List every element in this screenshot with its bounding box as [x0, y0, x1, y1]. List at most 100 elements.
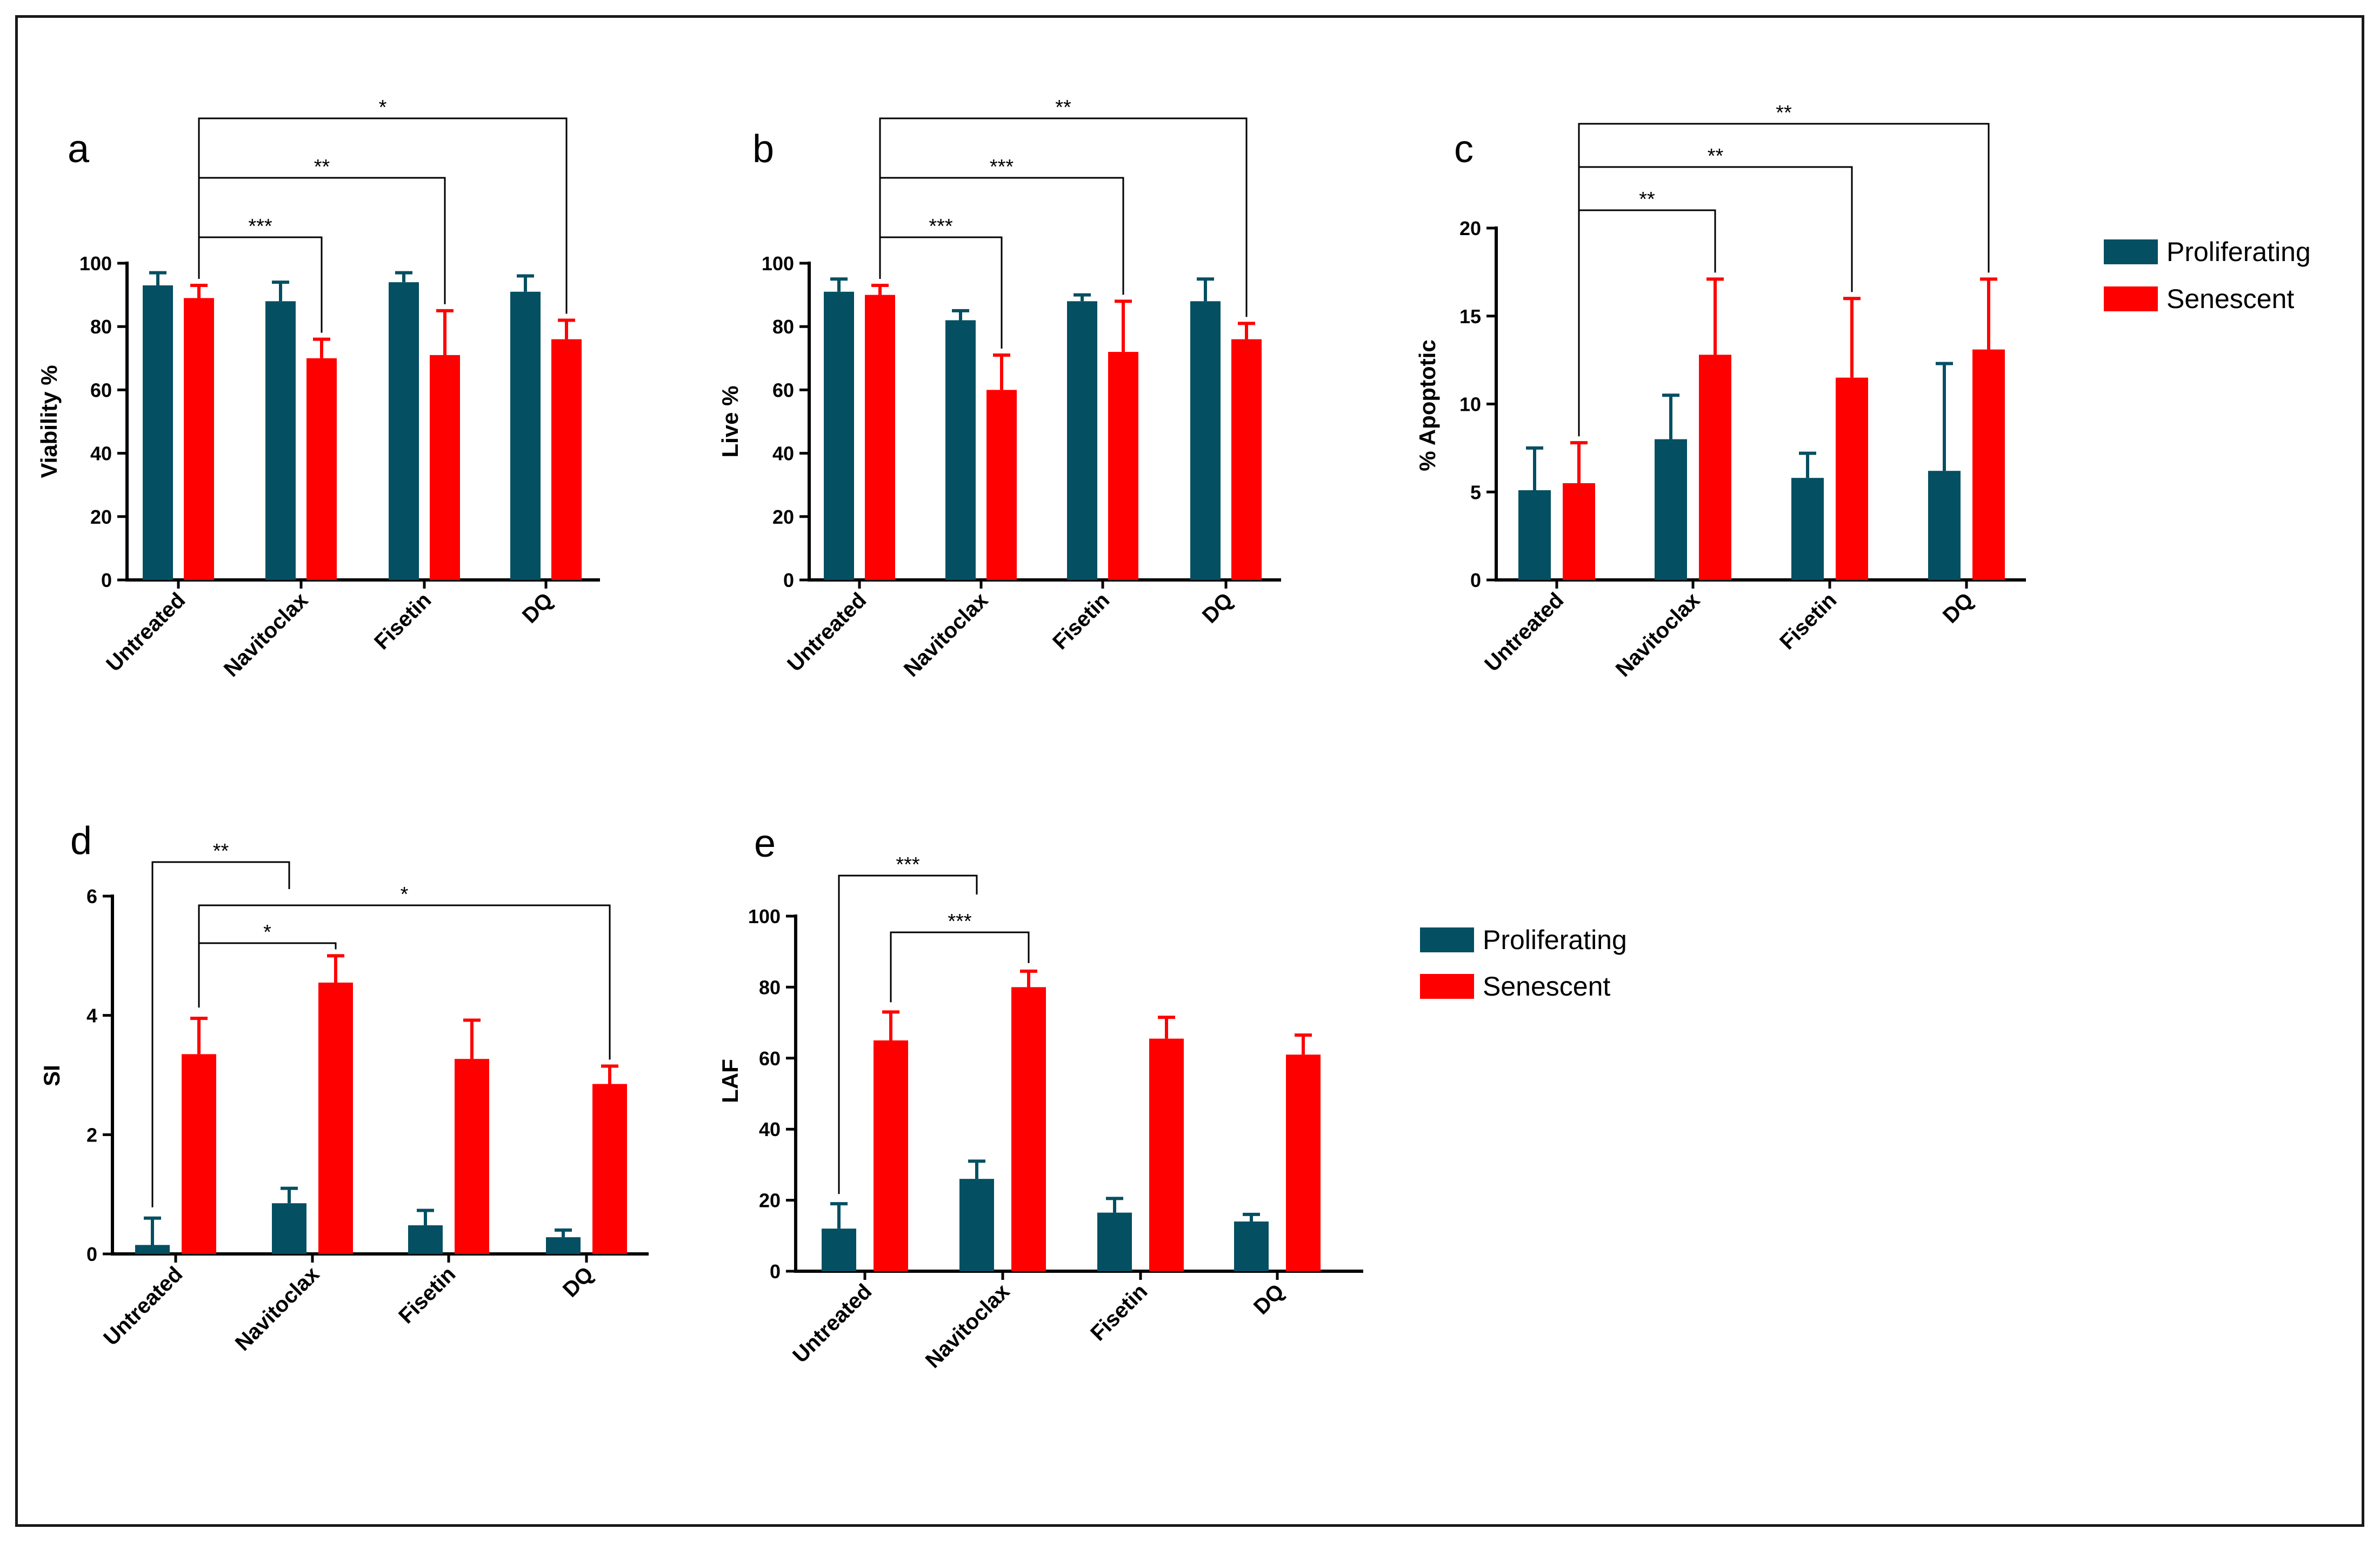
- x-tick-label-d: Fisetin: [394, 1262, 460, 1328]
- x-tick-label-b: Navitoclax: [899, 588, 993, 682]
- significance-label-b: **: [1055, 96, 1071, 119]
- y-tick-label-c: 0: [1470, 569, 1481, 591]
- bar-d-dq-senescent: [592, 1084, 627, 1254]
- x-tick-label-d: Untreated: [99, 1262, 187, 1350]
- bar-a-dq-senescent: [551, 339, 582, 580]
- bar-a-untreated-proliferating: [143, 285, 173, 580]
- y-axis-label-b: Live %: [717, 385, 743, 457]
- chart-e: e LAF 0 20 40 60 80 100 Untreated Navitoclax Fiset…: [717, 822, 1363, 1373]
- y-axis-label-a: Viability %: [36, 365, 62, 478]
- panel-label-c: c: [1454, 128, 1474, 171]
- panel-label-d: d: [70, 819, 92, 863]
- legend-top-swatch-senescent: [2104, 286, 2158, 311]
- bar-c-dq-proliferating: [1928, 471, 1961, 580]
- bar-e-navitoclax-senescent: [1011, 987, 1046, 1271]
- y-tick-label-c: 5: [1470, 481, 1481, 503]
- significance-bracket-e: [838, 875, 978, 1194]
- significance-label-e: ***: [948, 910, 972, 933]
- bar-e-fisetin-senescent: [1149, 1038, 1184, 1271]
- chart-a: a Viability % 0 20 40 60 80 100 Untreated Navitoc…: [36, 96, 600, 682]
- panel-label-e: e: [754, 822, 776, 865]
- y-tick-label-e: 80: [759, 976, 781, 998]
- y-tick-label-d: 2: [86, 1124, 97, 1146]
- chart-c: c % Apoptotic 0 5 10 15 20 Untreated Navitoclax F…: [1415, 102, 2026, 682]
- x-tick-label-e: DQ: [1249, 1279, 1289, 1319]
- y-tick-label-a: 20: [90, 506, 112, 528]
- significance-bracket-a: [198, 236, 323, 333]
- significance-label-a: ***: [248, 215, 272, 238]
- legend-bottom-label-senescent: Senescent: [1483, 971, 1610, 1002]
- bar-d-untreated-proliferating: [135, 1245, 170, 1254]
- x-tick-label-a: DQ: [518, 588, 558, 628]
- significance-label-a: **: [314, 156, 330, 178]
- bar-e-dq-proliferating: [1234, 1221, 1269, 1271]
- y-tick-label-b: 80: [772, 316, 794, 338]
- significance-bracket-d: [198, 942, 337, 1008]
- legend-bottom: Proliferating Senescent: [1420, 925, 1627, 1002]
- bar-d-fisetin-senescent: [455, 1059, 489, 1254]
- significance-bracket-e: [890, 931, 1030, 1003]
- y-tick-label-a: 0: [101, 569, 112, 591]
- bar-a-fisetin-proliferating: [389, 282, 419, 580]
- bar-e-untreated-senescent: [874, 1040, 908, 1271]
- legend-bottom-swatch-proliferating: [1420, 927, 1474, 952]
- y-tick-label-b: 20: [772, 506, 794, 528]
- bar-d-navitoclax-proliferating: [272, 1203, 306, 1254]
- x-tick-label-d: Navitoclax: [231, 1262, 324, 1356]
- x-tick-label-e: Navitoclax: [921, 1279, 1015, 1373]
- chart-b: b Live % 0 20 40 60 80 100 Untreated Navitoclax Fi…: [717, 96, 1281, 682]
- y-tick-label-e: 40: [759, 1118, 781, 1140]
- bar-d-navitoclax-senescent: [318, 982, 353, 1254]
- y-tick-label-a: 60: [90, 379, 112, 401]
- y-tick-label-a: 40: [90, 443, 112, 465]
- significance-label-a: *: [379, 96, 387, 119]
- y-tick-label-c: 10: [1459, 393, 1481, 416]
- significance-bracket-b: [879, 236, 1003, 349]
- bar-b-dq-proliferating: [1190, 301, 1221, 580]
- x-tick-label-d: DQ: [558, 1262, 598, 1302]
- significance-bracket-b: [879, 117, 1248, 317]
- significance-bracket-c: [1578, 209, 1716, 437]
- y-tick-label-e: 0: [770, 1260, 781, 1283]
- x-tick-label-b: DQ: [1198, 588, 1238, 628]
- legend-top-label-senescent: Senescent: [2166, 284, 2294, 314]
- bar-b-untreated-senescent: [865, 295, 895, 580]
- bar-b-untreated-proliferating: [824, 291, 854, 580]
- bar-b-fisetin-proliferating: [1067, 301, 1097, 580]
- bar-a-dq-proliferating: [510, 291, 541, 580]
- significance-label-e: ***: [896, 853, 920, 876]
- y-tick-label-e: 100: [748, 905, 781, 927]
- bar-a-navitoclax-proliferating: [265, 301, 296, 580]
- bar-d-untreated-senescent: [182, 1054, 216, 1254]
- legend-bottom-label-proliferating: Proliferating: [1483, 925, 1627, 955]
- bar-b-fisetin-senescent: [1108, 352, 1138, 580]
- bar-c-fisetin-senescent: [1836, 377, 1868, 580]
- y-tick-label-c: 20: [1459, 217, 1481, 239]
- legend-bottom-swatch-senescent: [1420, 974, 1474, 999]
- y-tick-label-d: 6: [86, 885, 97, 907]
- x-tick-label-c: Fisetin: [1775, 588, 1841, 654]
- x-tick-label-c: DQ: [1938, 588, 1978, 628]
- y-tick-label-a: 80: [90, 316, 112, 338]
- y-axis-label-e: LAF: [717, 1059, 743, 1103]
- x-tick-label-a: Fisetin: [370, 588, 436, 654]
- x-tick-label-b: Untreated: [783, 588, 871, 676]
- significance-label-b: ***: [929, 215, 953, 238]
- bar-c-navitoclax-senescent: [1699, 355, 1731, 580]
- x-tick-label-b: Fisetin: [1048, 588, 1114, 654]
- bar-c-navitoclax-proliferating: [1655, 439, 1687, 580]
- bar-e-untreated-proliferating: [822, 1229, 856, 1271]
- significance-label-c: **: [1708, 145, 1724, 168]
- x-tick-label-e: Fisetin: [1086, 1279, 1152, 1345]
- y-tick-label-b: 100: [762, 252, 794, 275]
- y-tick-label-d: 0: [86, 1243, 97, 1265]
- significance-label-c: **: [1639, 188, 1655, 211]
- y-tick-label-d: 4: [86, 1005, 97, 1027]
- panel-label-a: a: [68, 128, 90, 171]
- x-tick-label-a: Untreated: [102, 588, 190, 676]
- bar-a-fisetin-senescent: [430, 355, 460, 580]
- y-tick-label-c: 15: [1459, 305, 1481, 328]
- bar-c-untreated-proliferating: [1518, 490, 1551, 580]
